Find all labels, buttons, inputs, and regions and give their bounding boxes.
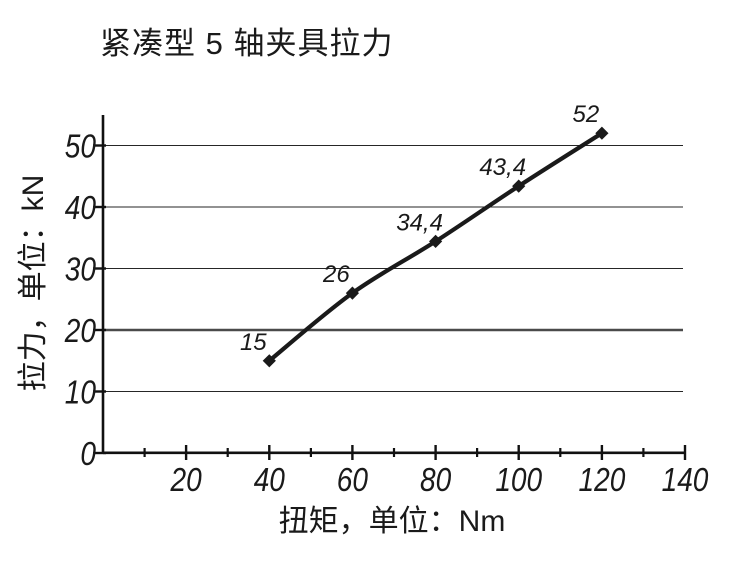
x-tick-label: 80 bbox=[420, 462, 451, 499]
y-tick-label: 40 bbox=[65, 190, 96, 227]
x-tick-label: 20 bbox=[170, 462, 202, 499]
data-point-label: 43,4 bbox=[479, 154, 526, 181]
axes bbox=[93, 115, 687, 460]
x-tick-label: 140 bbox=[662, 462, 709, 499]
data-point-marker bbox=[595, 126, 609, 140]
y-tick-label: 10 bbox=[65, 374, 96, 411]
data-point-marker bbox=[262, 354, 276, 368]
data-series bbox=[262, 126, 609, 368]
data-point-labels: 15 26 34,4 43,4 52 bbox=[240, 101, 599, 356]
y-tick-label: 0 bbox=[80, 436, 96, 473]
y-tick-label: 50 bbox=[65, 128, 96, 165]
data-point-label: 52 bbox=[573, 101, 600, 128]
tick-labels: 20 40 60 80 100 120 140 0 10 20 30 40 50 bbox=[64, 128, 709, 498]
x-tick-label: 100 bbox=[495, 462, 542, 499]
x-axis-label: 扭矩，单位：Nm bbox=[279, 505, 506, 538]
data-point-marker bbox=[429, 234, 443, 248]
x-tick-label: 60 bbox=[337, 462, 368, 499]
y-tick-label: 30 bbox=[65, 251, 96, 288]
data-point-label: 26 bbox=[322, 261, 350, 288]
x-tick-label: 120 bbox=[579, 462, 626, 499]
x-tick-label: 40 bbox=[254, 462, 285, 499]
data-point-label: 15 bbox=[240, 329, 267, 356]
y-tick-label: 20 bbox=[64, 313, 96, 350]
data-point-marker bbox=[512, 179, 526, 193]
data-point-label: 34,4 bbox=[396, 209, 443, 236]
data-point-marker bbox=[345, 286, 359, 300]
chart-title: 紧凑型 5 轴夹具拉力 bbox=[100, 26, 393, 61]
y-axis-label: 拉力，单位：kN bbox=[17, 175, 50, 392]
